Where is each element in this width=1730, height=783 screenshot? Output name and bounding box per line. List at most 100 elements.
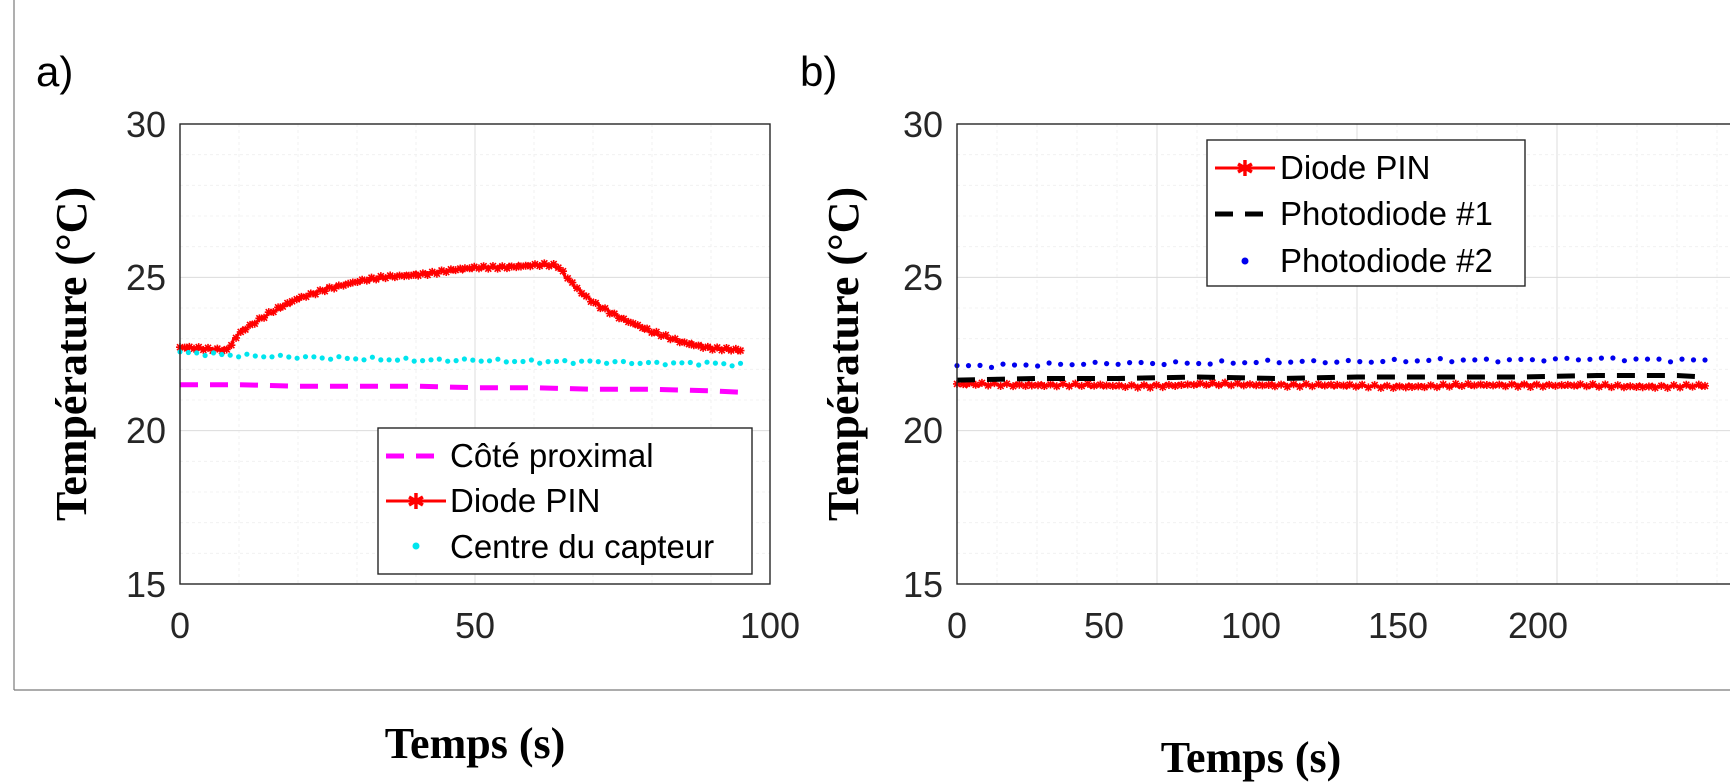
- data-point-star: [652, 327, 661, 336]
- data-point-star: [1358, 380, 1367, 389]
- data-point: [587, 358, 593, 364]
- data-point: [1633, 356, 1639, 362]
- data-point-star: [1183, 380, 1192, 389]
- panel-b: b) 15 20 25 30 0 50 100 150 200 Temps (s…: [800, 48, 1730, 782]
- data-point-star: [1046, 380, 1055, 389]
- data-point: [486, 358, 493, 364]
- data-point-star: [731, 344, 740, 353]
- data-point-star: [334, 281, 343, 290]
- data-point-star: [657, 331, 666, 340]
- data-point-star: [1071, 379, 1080, 388]
- data-point: [244, 351, 250, 357]
- data-point-star: [1470, 381, 1479, 390]
- data-point-star: [418, 269, 427, 278]
- data-point: [1460, 357, 1466, 363]
- data-point-star: [1065, 382, 1074, 391]
- data-point-star: [1432, 383, 1441, 392]
- data-point-star: [1551, 381, 1560, 390]
- data-point-star: [1177, 380, 1186, 389]
- data-point-star: [996, 381, 1005, 390]
- data-point: [737, 360, 744, 366]
- data-point: [495, 356, 501, 362]
- data-point-star: [1563, 380, 1572, 389]
- data-point: [977, 362, 983, 368]
- data-point-star: [316, 286, 325, 295]
- data-point: [1253, 359, 1259, 366]
- x-tick-label: 200: [1508, 605, 1568, 646]
- data-point: [1610, 355, 1616, 361]
- data-point-star: [180, 343, 189, 352]
- data-point-star: [362, 276, 371, 285]
- data-point-star: [488, 262, 497, 271]
- data-point-star: [1489, 381, 1498, 390]
- data-point-star: [1083, 379, 1092, 388]
- data-point-star: [610, 309, 619, 318]
- data-point-star: [563, 274, 572, 283]
- panel-a-x-axis-title: Temps (s): [385, 719, 566, 768]
- data-point-star: [1383, 381, 1392, 390]
- data-point-star: [591, 299, 600, 308]
- data-point-star: [255, 314, 264, 323]
- data-point-star: [1339, 381, 1348, 390]
- data-point-star: [451, 266, 460, 275]
- legend-entry-label: Photodiode #2: [1280, 242, 1493, 279]
- data-point-star: [708, 345, 717, 354]
- data-point: [687, 359, 693, 366]
- data-point-star: [1146, 383, 1155, 392]
- data-point-star: [1252, 381, 1261, 390]
- data-point-star: [1314, 380, 1323, 389]
- y-tick-label: 25: [903, 257, 943, 298]
- data-point: [637, 360, 643, 366]
- data-point-star: [1351, 382, 1360, 391]
- data-point-star: [442, 268, 451, 277]
- data-point-star: [624, 317, 633, 326]
- data-point-star: [699, 343, 708, 352]
- data-point-star: [573, 284, 582, 293]
- data-point-star: [633, 321, 642, 330]
- y-tick-label: 15: [903, 564, 943, 605]
- data-point-star: [381, 274, 390, 283]
- data-point-star: [965, 379, 974, 388]
- x-tick-label: 50: [455, 605, 495, 646]
- data-point-star: [971, 380, 980, 389]
- data-point-star: [647, 328, 656, 337]
- data-point-star: [1308, 382, 1317, 391]
- data-point-star: [1445, 382, 1454, 391]
- data-point: [420, 358, 426, 364]
- data-point-star: [1202, 380, 1211, 389]
- data-point-star: [339, 281, 348, 290]
- data-point-star: [535, 261, 544, 270]
- data-point: [553, 358, 560, 364]
- data-point: [1644, 356, 1651, 362]
- data-point-star: [502, 264, 511, 273]
- data-point-star: [1601, 380, 1610, 389]
- data-point-star: [713, 343, 722, 352]
- data-point-star: [386, 271, 395, 280]
- data-point: [202, 352, 208, 359]
- legend-star-marker: ✱: [407, 490, 425, 515]
- data-point-star: [1476, 380, 1485, 389]
- data-point-star: [311, 290, 320, 299]
- data-point: [1311, 358, 1317, 364]
- data-point: [386, 357, 392, 363]
- legend-entry-label: Diode PIN: [450, 482, 600, 519]
- data-point-star: [1077, 381, 1086, 390]
- data-point-star: [521, 261, 530, 270]
- data-point-star: [1108, 381, 1117, 390]
- data-point-star: [456, 264, 465, 273]
- data-point: [294, 355, 300, 361]
- data-point-star: [601, 304, 610, 313]
- data-point: [579, 358, 585, 364]
- data-point-star: [1295, 382, 1304, 391]
- data-point-star: [1501, 382, 1510, 391]
- legend-entry-label: Photodiode #1: [1280, 195, 1493, 232]
- series-line-c-t-proximal: [180, 382, 741, 395]
- data-point: [1242, 360, 1248, 366]
- data-point-star: [587, 297, 596, 306]
- panel-a-tag: a): [36, 48, 73, 95]
- data-point: [712, 360, 719, 366]
- data-point: [478, 358, 484, 364]
- panel-b-x-axis-title: Temps (s): [1161, 733, 1342, 782]
- data-point-star: [409, 270, 418, 279]
- data-point-star: [1221, 378, 1230, 387]
